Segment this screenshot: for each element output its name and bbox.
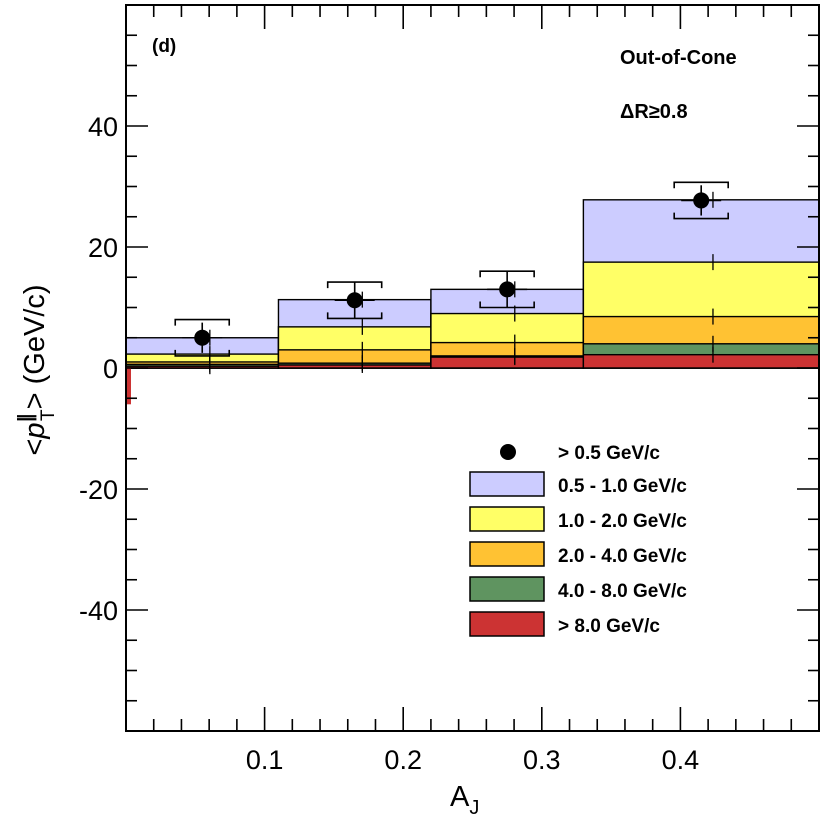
- bar-8.0-bin-0: [125, 365, 280, 369]
- total-sys-bracket-bottom: [174, 349, 231, 357]
- legend-marker-total: [500, 444, 516, 460]
- x-tick-label: 0.3: [523, 745, 561, 775]
- total-sys-bracket-top: [174, 318, 231, 326]
- y-tick-label: 0: [103, 354, 118, 384]
- total-marker: [346, 292, 363, 309]
- legend-label-4.0-8.0: 4.0 - 8.0 GeV/c: [558, 581, 687, 602]
- bar-8.0-bin-3: [582, 353, 820, 369]
- y-axis-title-symbol: p: [19, 422, 51, 439]
- axes: -40 -20 0 20 40 0.1 0.2 0.3 0.4: [79, 4, 820, 775]
- x-axis-title: AJ: [450, 781, 479, 819]
- legend-label-1.0-2.0: 1.0 - 2.0 GeV/c: [558, 511, 687, 532]
- y-tick-label: 20: [88, 233, 118, 263]
- legend-swatch-1.0-2.0: [469, 506, 545, 532]
- y-axis-title: <p∥T> (GeV/c): [16, 284, 59, 455]
- x-axis-title-main: A: [450, 781, 470, 813]
- legend-swatch-gt-8.0: [469, 611, 545, 637]
- x-tick-label: 0.1: [246, 745, 284, 775]
- y-tick-label: 40: [88, 112, 118, 142]
- x-axis-title-sub: J: [469, 797, 479, 819]
- annotation-out-of-cone: Out-of-Cone: [620, 47, 737, 69]
- legend-label-0.5-1.0: 0.5 - 1.0 GeV/c: [558, 476, 687, 497]
- y-tick-label: -20: [79, 475, 118, 505]
- legend: > 0.5 GeV/c 0.5 - 1.0 GeV/c 1.0 - 2.0 Ge…: [469, 443, 687, 637]
- annotation-delta-r: ΔR≥0.8: [620, 101, 688, 123]
- legend-swatch-2.0-4.0: [469, 541, 545, 567]
- y-tick-label: -40: [79, 596, 118, 626]
- x-tick-label: 0.4: [662, 745, 700, 775]
- bar-negative-sliver: [126, 368, 131, 405]
- total-sys-bracket-bottom: [673, 212, 729, 220]
- y-axis-title-sub: T: [38, 409, 59, 421]
- legend-swatch-4.0-8.0: [469, 576, 545, 602]
- total-sys-bracket-top: [673, 181, 729, 189]
- legend-label-total: > 0.5 GeV/c: [558, 443, 660, 464]
- total-marker: [499, 281, 516, 298]
- legend-label-gt-8.0: > 8.0 GeV/c: [558, 616, 660, 637]
- x-tick-label: 0.2: [384, 745, 422, 775]
- legend-swatch-0.5-1.0: [469, 471, 545, 497]
- plot-area: [125, 181, 820, 405]
- bar-8.0-bin-1: [277, 364, 432, 369]
- panel-label: (d): [152, 36, 176, 57]
- y-axis-title-prefix: <: [19, 439, 51, 456]
- y-axis-title-sup: ∥: [16, 413, 37, 423]
- legend-label-2.0-4.0: 2.0 - 4.0 GeV/c: [558, 546, 687, 567]
- total-marker: [194, 329, 211, 346]
- total-marker: [693, 192, 710, 209]
- bar-8.0-bin-2: [430, 356, 585, 369]
- y-axis-title-suffix: > (GeV/c): [19, 284, 51, 409]
